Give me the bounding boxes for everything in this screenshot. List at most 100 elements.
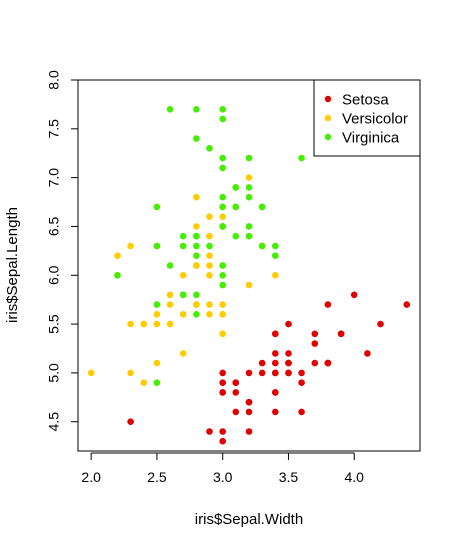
legend-marker-virginica	[324, 133, 332, 141]
point-virginica	[153, 203, 161, 211]
point-setosa	[298, 408, 305, 416]
point-virginica	[232, 184, 240, 191]
point-virginica	[219, 203, 226, 211]
point-setosa	[311, 330, 319, 338]
point-setosa	[298, 369, 305, 377]
y-tick-label: 7.5	[46, 119, 62, 139]
point-setosa	[298, 379, 305, 387]
x-tick-label: 3.0	[213, 469, 233, 485]
point-setosa	[232, 389, 240, 396]
point-versicolor	[153, 359, 161, 367]
point-virginica	[219, 193, 226, 201]
point-virginica	[219, 115, 226, 123]
point-versicolor	[153, 311, 161, 318]
point-versicolor	[127, 369, 134, 377]
point-virginica	[219, 262, 226, 269]
y-axis-title: iris$Sepal.Length	[4, 207, 21, 323]
point-setosa	[219, 369, 226, 377]
point-versicolor	[245, 281, 253, 289]
point-virginica	[219, 106, 226, 113]
point-virginica	[153, 301, 161, 308]
point-setosa	[127, 418, 134, 426]
y-tick-label: 5.5	[46, 314, 62, 334]
y-tick-label: 4.5	[46, 412, 62, 432]
point-virginica	[258, 242, 266, 250]
point-virginica	[114, 272, 121, 279]
point-virginica	[219, 272, 226, 279]
point-setosa	[285, 320, 292, 328]
y-tick-label: 5.0	[46, 363, 62, 383]
point-versicolor	[193, 262, 200, 269]
point-setosa	[364, 350, 371, 357]
point-setosa	[245, 408, 253, 416]
point-versicolor	[166, 301, 174, 308]
point-versicolor	[127, 320, 134, 328]
point-versicolor	[114, 252, 121, 259]
point-virginica	[179, 232, 187, 240]
point-virginica	[166, 106, 174, 113]
point-virginica	[193, 291, 200, 299]
point-versicolor	[193, 193, 200, 201]
point-setosa	[285, 359, 292, 367]
point-versicolor	[219, 311, 226, 318]
point-virginica	[272, 252, 279, 259]
y-axis: 4.5 5.0 5.5 6.0 6.5 7.0 7.5 8.0	[46, 70, 79, 432]
point-virginica	[232, 203, 240, 211]
point-versicolor	[245, 174, 253, 181]
point-versicolor	[206, 262, 213, 269]
point-versicolor	[140, 379, 148, 387]
x-axis-title: iris$Sepal.Width	[195, 511, 303, 528]
point-virginica	[193, 135, 200, 142]
point-setosa	[285, 350, 292, 357]
point-versicolor	[219, 330, 226, 338]
point-setosa	[219, 379, 226, 387]
point-virginica	[219, 154, 226, 162]
point-setosa	[324, 359, 332, 367]
point-virginica	[245, 154, 253, 162]
point-virginica	[193, 232, 200, 240]
point-virginica	[193, 252, 200, 259]
point-versicolor	[272, 272, 279, 279]
point-setosa	[272, 330, 279, 338]
point-versicolor	[206, 301, 213, 308]
y-tick-label: 8.0	[46, 70, 62, 90]
legend-marker-setosa	[324, 95, 332, 103]
point-versicolor	[206, 213, 213, 220]
point-virginica	[219, 281, 226, 289]
point-setosa	[232, 408, 240, 416]
point-virginica	[245, 193, 253, 201]
point-setosa	[232, 379, 240, 387]
point-setosa	[219, 428, 226, 435]
point-setosa	[377, 320, 384, 328]
legend-box	[313, 79, 421, 157]
point-versicolor	[179, 350, 187, 357]
point-versicolor	[166, 291, 174, 299]
point-versicolor	[206, 272, 213, 279]
point-virginica	[272, 242, 279, 250]
point-versicolor	[193, 223, 200, 230]
x-tick-label: 2.0	[81, 469, 101, 485]
point-setosa	[350, 291, 358, 299]
point-setosa	[245, 398, 253, 406]
point-setosa	[258, 369, 266, 377]
point-setosa	[245, 428, 253, 435]
legend-marker-versicolor	[324, 114, 332, 122]
x-tick-label: 2.5	[147, 469, 167, 485]
legend-label-virginica: Virginica	[342, 130, 400, 147]
point-virginica	[166, 262, 174, 269]
point-virginica	[298, 154, 305, 162]
point-setosa	[272, 359, 279, 367]
point-virginica	[219, 164, 226, 172]
legend-label-versicolor: Versicolor	[342, 111, 408, 128]
point-versicolor	[127, 242, 134, 250]
point-setosa	[219, 389, 226, 396]
point-setosa	[311, 340, 319, 347]
point-virginica	[245, 184, 253, 191]
point-versicolor	[206, 311, 213, 318]
x-tick-label: 4.0	[344, 469, 364, 485]
point-setosa	[245, 369, 253, 377]
point-virginica	[206, 242, 213, 250]
point-setosa	[337, 330, 345, 338]
y-tick-label: 7.0	[46, 168, 62, 188]
